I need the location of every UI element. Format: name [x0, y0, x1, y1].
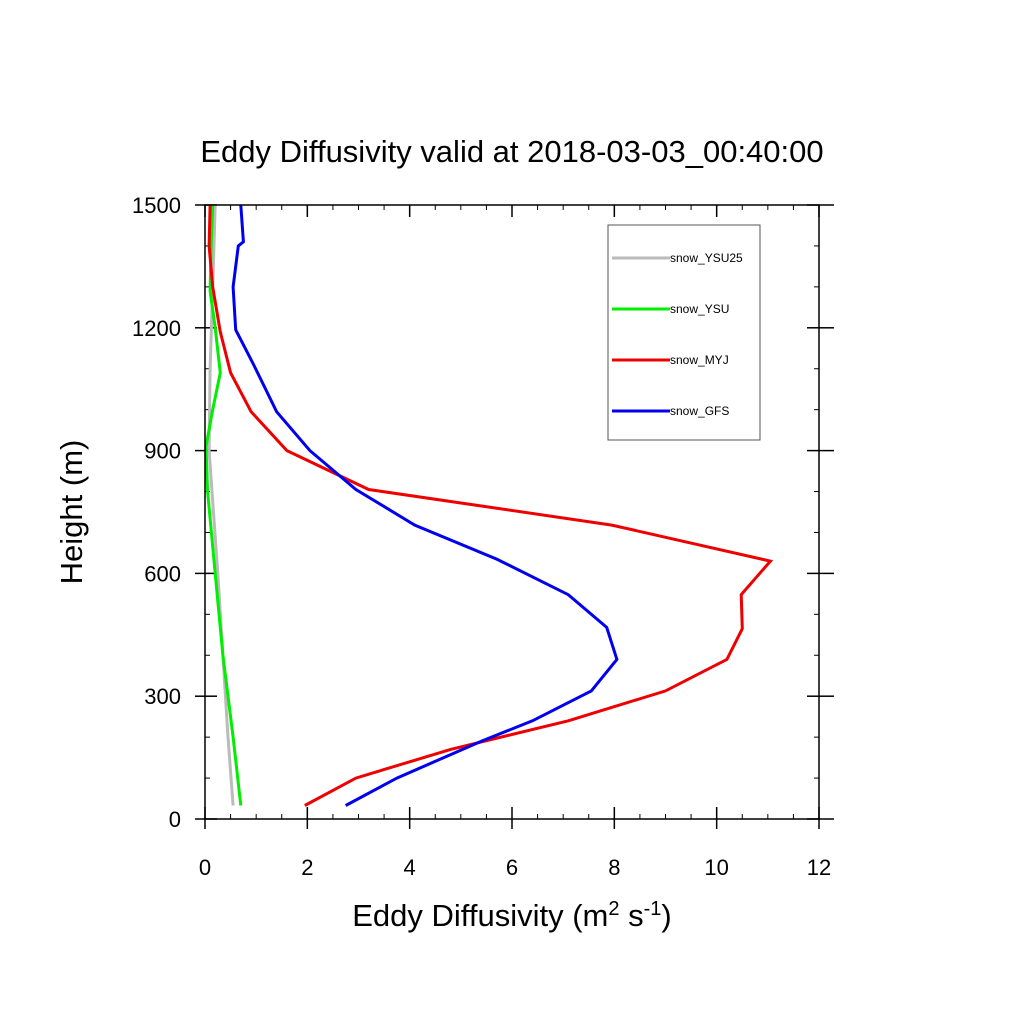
series-line-snow-ysu — [204, 204, 243, 806]
x-axis-label-main: Eddy Diffusivity (m — [352, 898, 608, 933]
legend-box — [607, 224, 761, 441]
x-tick-label: 10 — [704, 855, 728, 880]
x-axis-label-superscript-1: 2 — [608, 898, 619, 920]
legend: snow_YSU25 snow_YSU snow_MYJ snow_GFS — [607, 224, 761, 441]
y-tick-label: 0 — [169, 807, 181, 832]
x-axis-label-mid: s — [619, 898, 643, 933]
x-axis-label-superscript-2: -1 — [644, 898, 662, 920]
y-tick-label: 600 — [144, 561, 181, 586]
y-tick-labels: 0 300 600 900 1200 1500 — [132, 193, 181, 832]
x-tick-label: 4 — [404, 855, 416, 880]
x-tick-label: 2 — [301, 855, 313, 880]
series-line-snow-myj — [207, 204, 774, 807]
legend-label-snow-gfs: snow_GFS — [670, 404, 729, 418]
series-line-snow-gfs — [231, 204, 619, 807]
legend-label-snow-ysu25: snow_YSU25 — [670, 251, 743, 265]
y-tick-label: 900 — [144, 439, 181, 464]
x-axis-label-end: ) — [661, 898, 671, 933]
x-tick-label: 0 — [199, 855, 211, 880]
legend-label-snow-ysu: snow_YSU — [670, 302, 729, 316]
chart-title: Eddy Diffusivity valid at 2018-03-03_00:… — [200, 134, 823, 169]
y-tick-label: 300 — [144, 684, 181, 709]
x-tick-label: 6 — [506, 855, 518, 880]
plot-frame — [204, 204, 820, 820]
x-tick-label: 12 — [807, 855, 831, 880]
y-tick-label: 1500 — [132, 193, 181, 218]
legend-label-snow-myj: snow_MYJ — [670, 353, 729, 367]
series-lines — [204, 204, 774, 807]
y-axis-label: Height (m) — [54, 440, 89, 585]
y-tick-label: 1200 — [132, 316, 181, 341]
x-tick-labels: 0 2 4 6 8 10 12 — [199, 855, 831, 880]
x-axis-label: Eddy Diffusivity (m2 s-1) — [352, 898, 671, 933]
x-tick-label: 8 — [608, 855, 620, 880]
